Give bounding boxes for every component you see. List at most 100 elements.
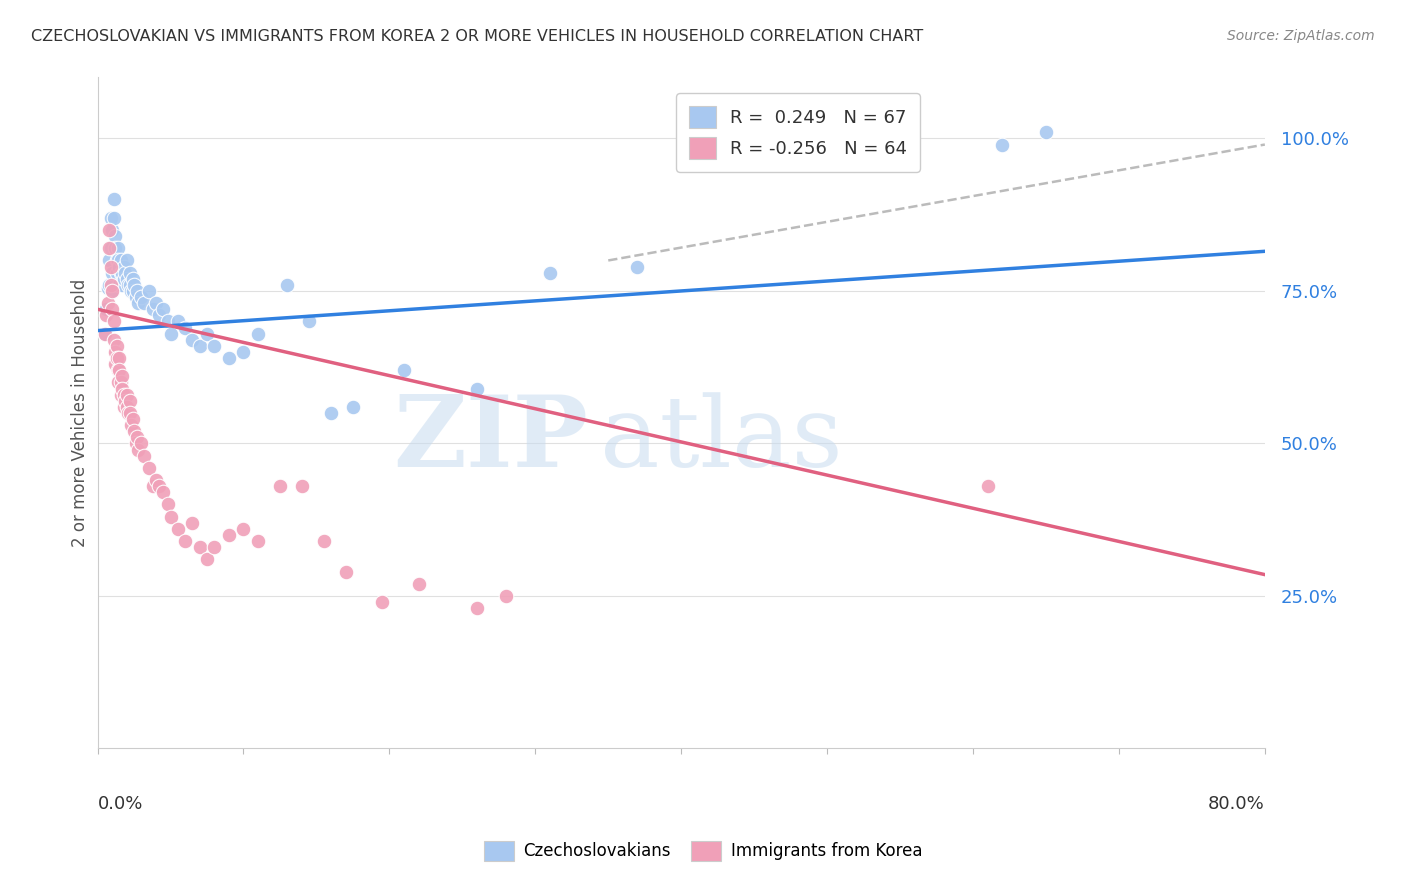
Point [138, 284, 160, 298]
Point [103, 333, 125, 347]
Point [188, 339, 211, 353]
Point [112, 272, 135, 286]
Point [111, 369, 134, 384]
Point [465, 601, 488, 615]
Point [495, 589, 517, 603]
Legend: R =  0.249   N = 67, R = -0.256   N = 64: R = 0.249 N = 67, R = -0.256 N = 64 [676, 93, 920, 171]
Point [166, 522, 188, 536]
Point [115, 387, 138, 401]
Point [105, 351, 128, 365]
Point [108, 351, 131, 365]
Point [291, 479, 314, 493]
Point [114, 266, 136, 280]
Point [115, 400, 138, 414]
Y-axis label: 2 or more Vehicles in Household: 2 or more Vehicles in Household [72, 279, 89, 547]
Point [247, 326, 270, 341]
Point [152, 485, 174, 500]
Point [408, 576, 430, 591]
Point [131, 436, 153, 450]
Point [991, 137, 1014, 152]
Point [94, 326, 117, 341]
Point [104, 241, 127, 255]
Text: 80.0%: 80.0% [1208, 796, 1265, 814]
Point [138, 461, 160, 475]
Point [195, 552, 218, 566]
Point [103, 211, 125, 225]
Point [218, 351, 240, 365]
Point [159, 509, 181, 524]
Point [111, 277, 134, 292]
Point [97, 296, 120, 310]
Point [122, 277, 145, 292]
Point [117, 277, 139, 292]
Text: atlas: atlas [599, 392, 842, 488]
Point [107, 376, 129, 390]
Point [96, 309, 118, 323]
Point [124, 436, 146, 450]
Point [114, 393, 136, 408]
Point [202, 540, 225, 554]
Point [148, 309, 170, 323]
Point [142, 479, 165, 493]
Point [1035, 125, 1057, 139]
Point [105, 266, 128, 280]
Point [156, 314, 179, 328]
Point [188, 540, 211, 554]
Point [107, 241, 129, 255]
Point [131, 290, 153, 304]
Point [134, 449, 156, 463]
Point [181, 516, 204, 530]
Point [108, 260, 131, 274]
Point [105, 253, 128, 268]
Point [117, 406, 139, 420]
Point [101, 223, 124, 237]
Point [101, 266, 124, 280]
Point [118, 406, 141, 420]
Point [100, 260, 122, 274]
Point [100, 277, 122, 292]
Point [976, 479, 998, 493]
Point [202, 339, 225, 353]
Point [121, 412, 143, 426]
Point [104, 345, 127, 359]
Point [342, 400, 364, 414]
Point [174, 320, 197, 334]
Point [108, 277, 131, 292]
Point [127, 442, 149, 457]
Point [312, 534, 335, 549]
Point [298, 314, 321, 328]
Point [319, 406, 342, 420]
Point [112, 387, 135, 401]
Text: ZIP: ZIP [392, 392, 588, 488]
Point [96, 302, 118, 317]
Point [218, 528, 240, 542]
Point [247, 534, 270, 549]
Point [111, 266, 134, 280]
Point [103, 314, 125, 328]
Point [121, 284, 143, 298]
Point [110, 266, 132, 280]
Point [134, 296, 156, 310]
Text: Source: ZipAtlas.com: Source: ZipAtlas.com [1227, 29, 1375, 43]
Point [110, 376, 132, 390]
Text: 0.0%: 0.0% [97, 796, 143, 814]
Point [626, 260, 648, 274]
Point [392, 363, 415, 377]
Point [97, 281, 120, 295]
Point [107, 363, 129, 377]
Point [112, 400, 135, 414]
Point [107, 253, 129, 268]
Point [127, 296, 149, 310]
Point [152, 302, 174, 317]
Legend: Czechoslovakians, Immigrants from Korea: Czechoslovakians, Immigrants from Korea [477, 834, 929, 868]
Point [94, 326, 117, 341]
Point [111, 382, 134, 396]
Point [174, 534, 197, 549]
Point [371, 595, 394, 609]
Point [98, 223, 121, 237]
Point [166, 314, 188, 328]
Point [104, 229, 127, 244]
Point [120, 418, 142, 433]
Point [125, 430, 148, 444]
Point [98, 253, 121, 268]
